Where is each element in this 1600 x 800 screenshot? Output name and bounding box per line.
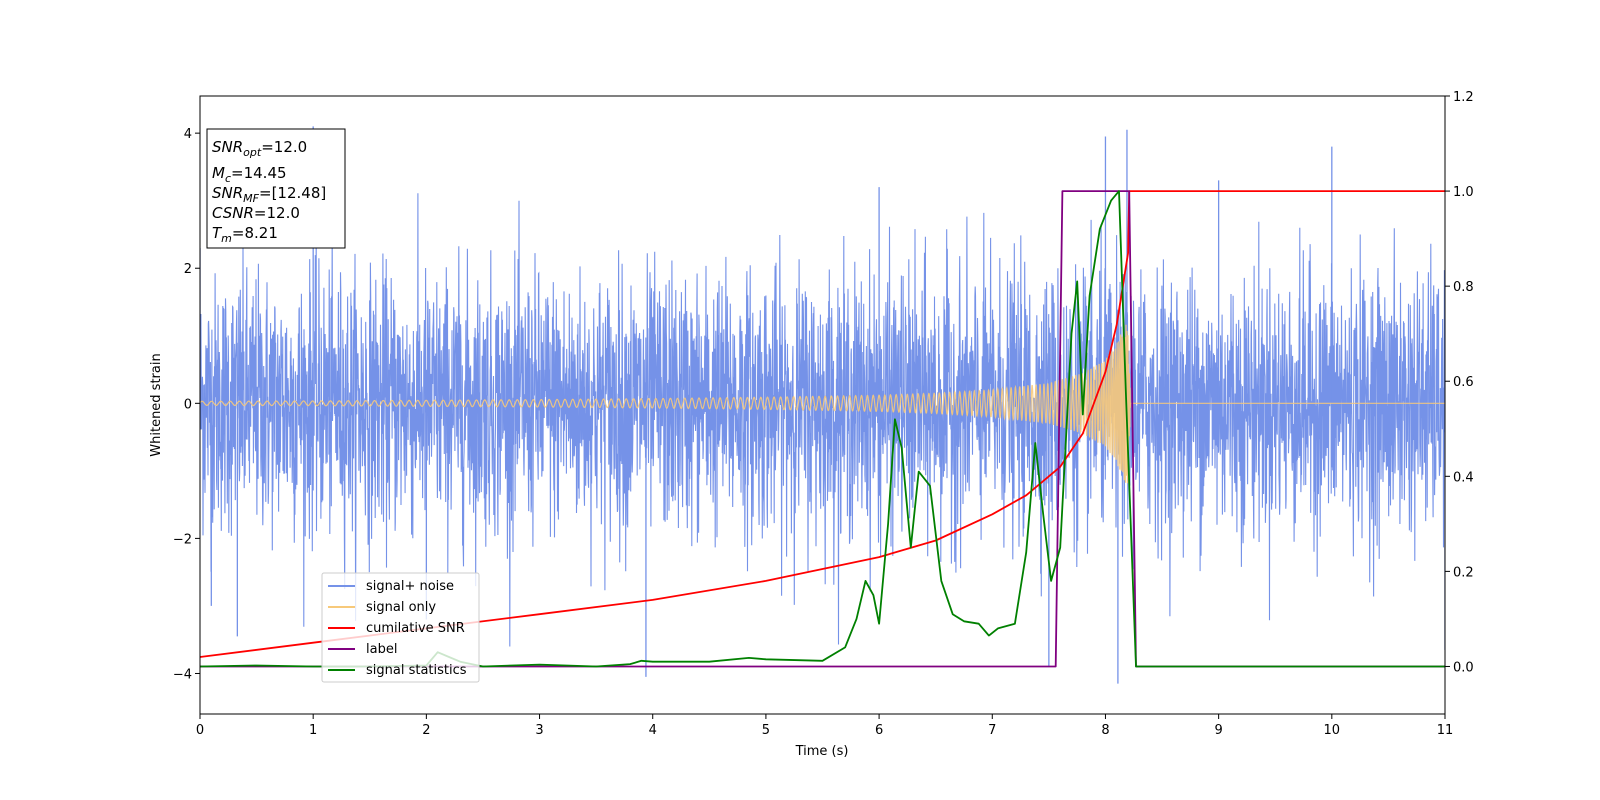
annotation-tm: Tm=8.21 [212, 224, 278, 245]
legend: signal+ noise signal only cumilative SNR… [321, 572, 480, 683]
legend-label-signal-only: signal only [366, 600, 436, 615]
annotation-box: SNRopt=12.0 Mc=14.45 SNRMF=[12.48] CSNR=… [206, 128, 346, 249]
y-right-tick-label: 0.2 [1453, 565, 1474, 580]
x-tick-label: 10 [1324, 723, 1341, 738]
x-axis-label: Time (s) [795, 744, 849, 759]
legend-entry-signal-noise: signal+ noise [328, 579, 454, 594]
y-left-tick-label: 2 [184, 262, 192, 277]
y-right-tick-label: 1.0 [1453, 185, 1474, 200]
axes-frame [199, 95, 1446, 715]
plot-area [200, 126, 1445, 684]
x-tick-label: 1 [309, 723, 317, 738]
legend-entry-signal-only: signal only [328, 600, 436, 615]
y-left-tick-label: 0 [184, 397, 192, 412]
y-left-tick-label: −4 [173, 667, 192, 682]
series-signal-noise [200, 193, 1445, 647]
series-group [200, 126, 1445, 684]
x-tick-label: 5 [762, 723, 770, 738]
annotation-csnr: CSNR=12.0 [212, 204, 300, 222]
legend-label-cumulative-snr: cumilative SNR [366, 621, 465, 636]
series-signal-statistics [200, 190, 1445, 668]
y-axis-right: 0.0 0.2 0.4 0.6 0.8 1.0 1.2 [1445, 90, 1474, 675]
x-tick-label: 3 [535, 723, 543, 738]
y-left-tick-label: −2 [173, 532, 192, 547]
series-cumulative-snr [200, 190, 1445, 658]
legend-entry-cumulative-snr: cumilative SNR [328, 621, 465, 636]
x-tick-label: 4 [649, 723, 657, 738]
x-tick-label: 6 [875, 723, 883, 738]
annotation-snr-opt: SNRopt=12.0 [212, 138, 307, 159]
y-left-tick-label: 4 [184, 127, 192, 142]
y-axis-left: −4 −2 0 2 4 [173, 127, 200, 682]
y-right-tick-label: 0.4 [1453, 470, 1474, 485]
legend-label-label: label [366, 642, 397, 657]
x-axis: 0 1 2 3 4 5 6 7 8 9 10 11 [196, 714, 1453, 738]
x-tick-label: 0 [196, 723, 204, 738]
y-right-tick-label: 0.0 [1453, 660, 1474, 675]
y-right-tick-label: 0.8 [1453, 280, 1474, 295]
x-tick-label: 11 [1437, 723, 1454, 738]
legend-entry-label: label [328, 642, 397, 657]
y-right-tick-label: 0.6 [1453, 375, 1474, 390]
y-axis-label: Whitened strain [149, 353, 164, 456]
x-tick-label: 9 [1214, 723, 1222, 738]
y-right-tick-label: 1.2 [1453, 90, 1474, 105]
series-signal-only [200, 324, 1445, 484]
x-tick-label: 8 [1101, 723, 1109, 738]
annotation-snr-mf: SNRMF=[12.48] [212, 184, 326, 205]
x-tick-label: 2 [422, 723, 430, 738]
legend-label-signal-statistics: signal statistics [366, 663, 467, 678]
legend-entry-signal-statistics: signal statistics [328, 663, 467, 678]
annotation-mc: Mc=14.45 [212, 164, 287, 185]
x-tick-label: 7 [988, 723, 996, 738]
legend-label-signal-noise: signal+ noise [366, 579, 454, 594]
